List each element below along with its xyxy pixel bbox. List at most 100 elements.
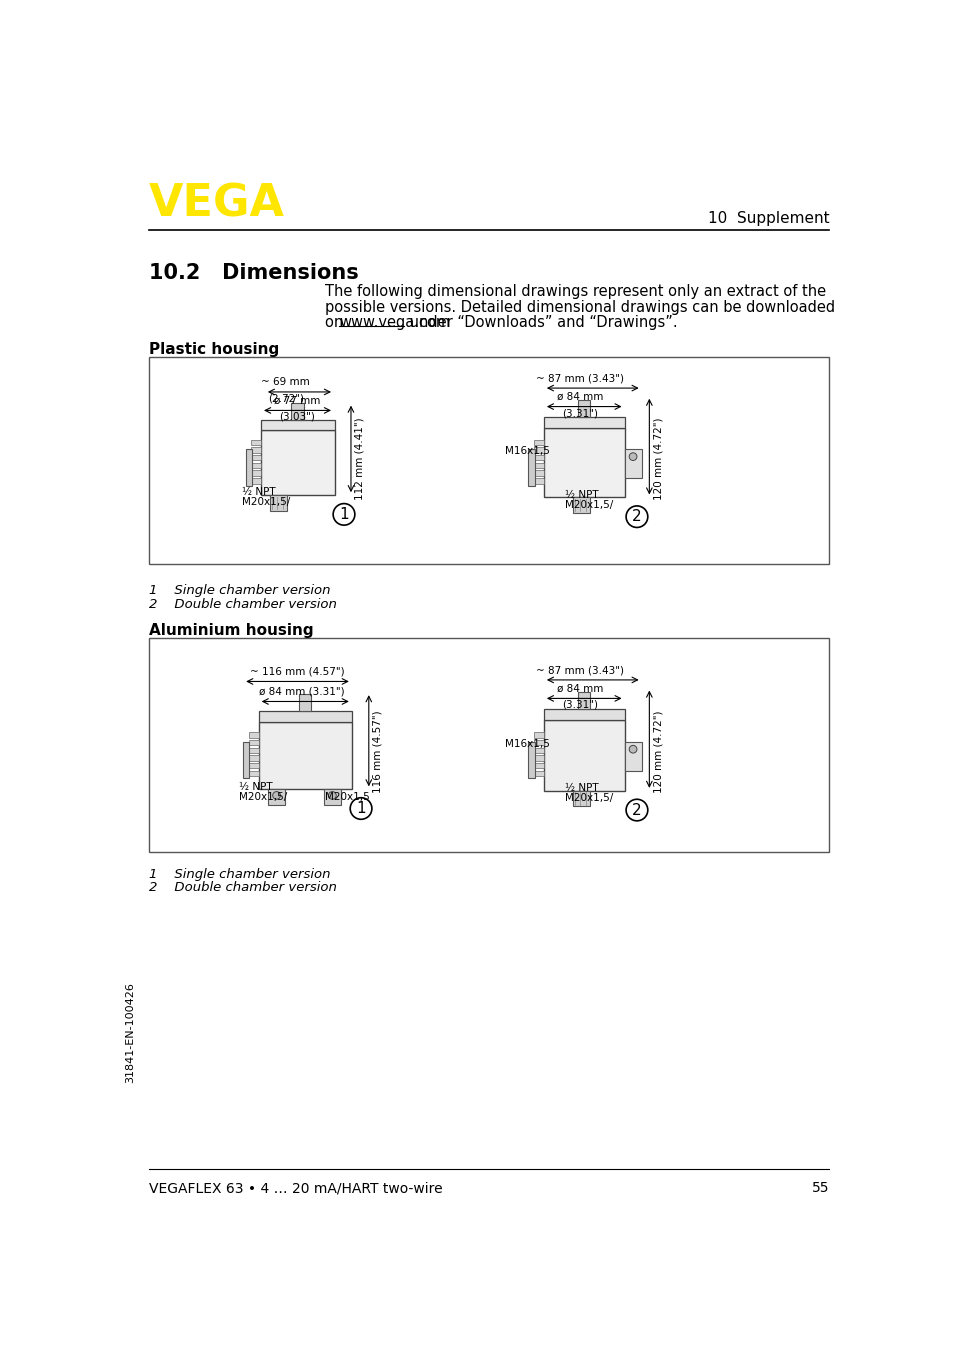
Bar [291,402,303,420]
Bar [528,742,534,779]
Bar [534,756,543,761]
Text: Plastic housing: Plastic housing [149,343,278,357]
Bar [251,447,261,452]
Bar [543,428,624,497]
Bar [323,789,340,804]
Bar [251,478,261,483]
Bar [534,440,543,445]
Bar [543,709,624,720]
Bar [534,478,543,483]
Circle shape [625,799,647,821]
Text: 1: 1 [355,802,366,816]
Text: ø 84 mm: ø 84 mm [557,391,603,402]
Text: M16x1,5: M16x1,5 [505,739,550,749]
Bar [534,470,543,475]
Text: ½ NPT: ½ NPT [564,490,598,500]
Text: ½ NPT: ½ NPT [564,783,598,793]
Text: 2    Double chamber version: 2 Double chamber version [149,881,336,894]
Text: ½ NPT: ½ NPT [239,781,273,792]
Bar [543,417,624,428]
Text: ½ NPT: ½ NPT [241,487,275,497]
Text: M20x1,5/: M20x1,5/ [564,793,613,803]
Text: M20x1,5/: M20x1,5/ [564,500,613,509]
Text: ~ 69 mm: ~ 69 mm [261,376,310,386]
Text: (2.72"): (2.72") [268,394,304,403]
Bar [261,420,335,431]
Bar [243,742,249,779]
Text: The following dimensional drawings represent only an extract of the: The following dimensional drawings repre… [324,284,825,299]
Bar [534,764,543,769]
Text: ~ 87 mm (3.43"): ~ 87 mm (3.43") [536,374,623,383]
Text: Aluminium housing: Aluminium housing [149,623,313,638]
Bar [573,497,590,513]
Circle shape [629,452,637,460]
Text: M16x1,5: M16x1,5 [505,447,550,456]
Text: possible versions. Detailed dimensional drawings can be downloaded: possible versions. Detailed dimensional … [324,299,834,314]
Bar [245,450,252,486]
Text: 2: 2 [632,509,641,524]
Text: 55: 55 [811,1181,828,1196]
Text: ø 77 mm: ø 77 mm [274,395,320,406]
Text: VEGA: VEGA [149,183,284,226]
Circle shape [328,792,335,799]
Text: 1    Single chamber version: 1 Single chamber version [149,585,330,597]
Text: under “Downloads” and “Drawings”.: under “Downloads” and “Drawings”. [405,315,678,330]
Bar [251,455,261,460]
Text: on: on [324,315,347,330]
Text: 1    Single chamber version: 1 Single chamber version [149,868,330,881]
Bar [258,722,352,789]
Bar [251,440,261,445]
Bar [578,692,590,709]
Bar [251,470,261,475]
Text: www.vega.com: www.vega.com [339,315,450,330]
Bar [298,693,311,711]
Text: M20x1,5: M20x1,5 [325,792,370,802]
Text: 2: 2 [632,803,641,818]
Circle shape [350,798,372,819]
Bar [249,741,258,745]
Bar [534,733,543,738]
Text: 120 mm (4.72"): 120 mm (4.72") [653,711,662,793]
Bar [534,747,543,753]
Bar [534,447,543,452]
Bar [528,450,534,486]
Text: M20x1,5/: M20x1,5/ [239,792,287,802]
Text: 1: 1 [339,506,349,521]
Text: (3.03"): (3.03") [279,412,315,422]
Bar [534,770,543,776]
Bar [249,770,258,776]
Bar [268,789,285,804]
Text: ~ 116 mm (4.57"): ~ 116 mm (4.57") [250,666,344,677]
Bar [624,742,641,770]
Circle shape [333,504,355,525]
Text: 10  Supplement: 10 Supplement [707,211,828,226]
Text: (3.31"): (3.31") [561,408,598,418]
Bar [573,791,590,806]
Bar [543,720,624,791]
Text: (3.31"): (3.31") [561,700,598,709]
Bar [258,711,352,722]
Circle shape [629,745,637,753]
Text: 2    Double chamber version: 2 Double chamber version [149,597,336,611]
Bar [270,496,287,510]
Bar [534,741,543,745]
Circle shape [625,506,647,528]
Bar [578,401,590,417]
Text: VEGAFLEX 63 • 4 … 20 mA/HART two-wire: VEGAFLEX 63 • 4 … 20 mA/HART two-wire [149,1181,442,1196]
Bar [534,463,543,468]
Text: 10.2   Dimensions: 10.2 Dimensions [149,263,358,283]
Bar [149,638,828,853]
Text: ~ 87 mm (3.43"): ~ 87 mm (3.43") [536,665,623,676]
Text: 116 mm (4.57"): 116 mm (4.57") [373,711,382,793]
Text: 112 mm (4.41"): 112 mm (4.41") [355,417,364,500]
Bar [534,455,543,460]
Text: M20x1,5/: M20x1,5/ [241,497,290,508]
Bar [149,356,828,565]
Bar [624,450,641,478]
Bar [249,764,258,769]
Circle shape [273,792,280,799]
Bar [249,756,258,761]
Bar [249,747,258,753]
Text: 120 mm (4.72"): 120 mm (4.72") [653,417,662,500]
Bar [251,463,261,468]
